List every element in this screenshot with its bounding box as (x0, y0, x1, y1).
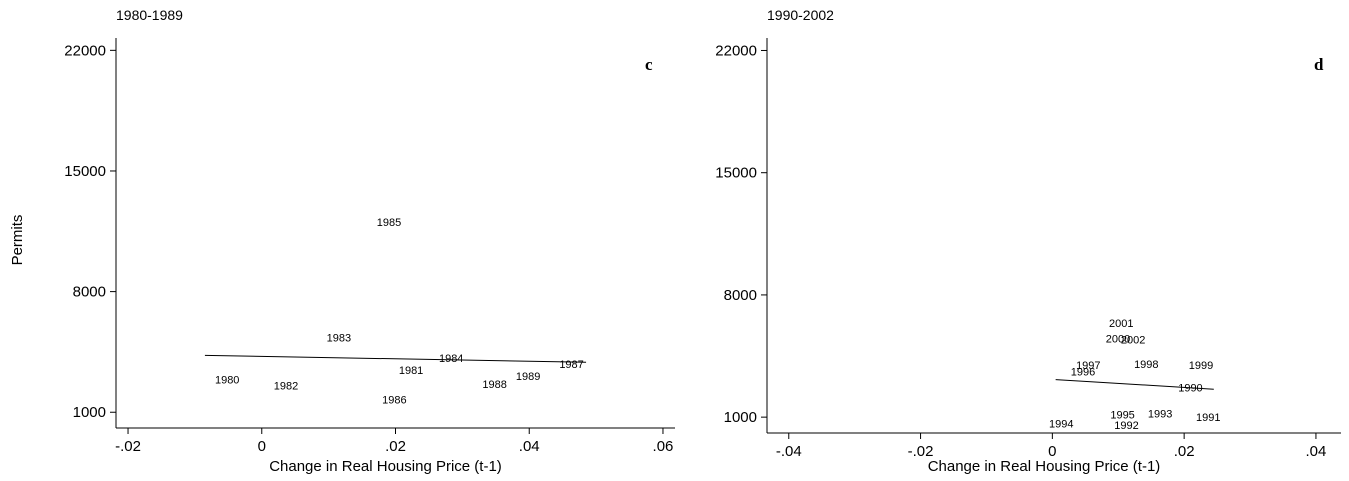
point-label-1984: 1984 (439, 353, 463, 365)
x-tick-label: .02 (385, 438, 406, 455)
point-label-1986: 1986 (382, 394, 406, 406)
y-tick-label: 1000 (73, 404, 106, 421)
panel-letter: d (1314, 55, 1324, 74)
panel-title: 1990-2002 (767, 7, 834, 23)
y-tick-label: 15000 (64, 163, 106, 180)
x-tick-label: .02 (1174, 443, 1195, 460)
point-label-1994: 1994 (1049, 418, 1073, 430)
point-label-1996: 1996 (1071, 367, 1095, 379)
point-label-1982: 1982 (274, 381, 298, 393)
x-tick-label: 0 (258, 438, 266, 455)
point-label-1981: 1981 (399, 365, 423, 377)
fit-line (204, 354, 587, 363)
y-tick-label: 22000 (715, 42, 757, 59)
x-axis-title: Change in Real Housing Price (t-1) (928, 458, 1161, 475)
x-axis-title: Change in Real Housing Price (t-1) (269, 458, 502, 475)
point-label-1987: 1987 (559, 359, 583, 371)
x-tick-label: -.04 (776, 443, 802, 460)
point-label-1999: 1999 (1189, 360, 1213, 372)
y-tick-label: 8000 (724, 287, 757, 304)
panel-title: 1980-1989 (116, 7, 183, 23)
x-tick-label: 0 (1048, 443, 1056, 460)
point-label-1995: 1995 (1110, 410, 1134, 422)
point-label-2001: 2001 (1109, 318, 1133, 330)
x-tick-label: -.02 (115, 438, 141, 455)
y-tick-label: 8000 (73, 284, 106, 301)
point-label-1992: 1992 (1114, 420, 1138, 432)
y-axis-title: Permits (9, 215, 26, 266)
x-tick-label: -.02 (908, 443, 934, 460)
panel-letter: c (645, 55, 653, 74)
fit-line (1055, 379, 1214, 390)
y-tick-label: 22000 (64, 42, 106, 59)
y-tick-label: 15000 (715, 165, 757, 182)
point-label-1990: 1990 (1178, 382, 1202, 394)
point-label-1983: 1983 (327, 332, 351, 344)
y-tick-label: 1000 (724, 409, 757, 426)
point-label-1993: 1993 (1148, 409, 1172, 421)
point-label-2002: 2002 (1121, 334, 1145, 346)
x-tick-label: .06 (653, 438, 674, 455)
x-tick-label: .04 (1306, 443, 1327, 460)
point-label-1997: 1997 (1076, 360, 1100, 372)
point-label-1985: 1985 (377, 217, 401, 229)
point-label-1989: 1989 (516, 371, 540, 383)
x-tick-label: .04 (519, 438, 540, 455)
point-label-1980: 1980 (215, 375, 239, 387)
point-label-1998: 1998 (1134, 359, 1158, 371)
point-label-2000: 2000 (1106, 334, 1130, 346)
point-label-1988: 1988 (482, 379, 506, 391)
point-label-1991: 1991 (1196, 412, 1220, 424)
